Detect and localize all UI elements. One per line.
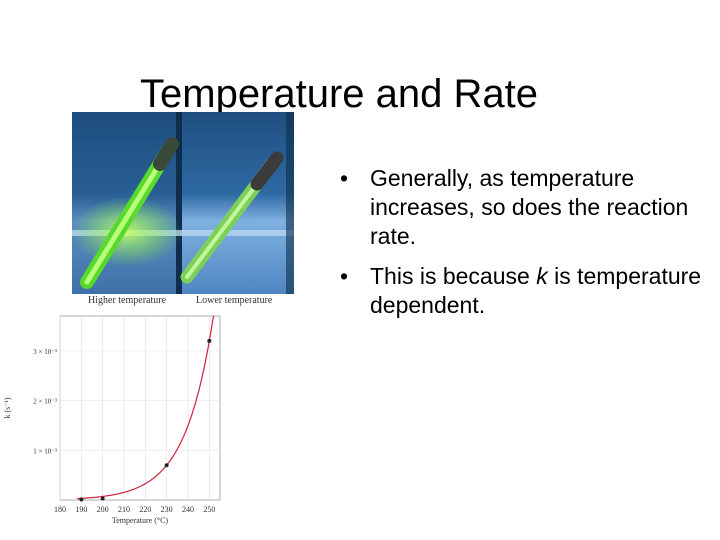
x-axis-label: Temperature (°C) [112,516,169,525]
plot-area [59,315,221,501]
glow-sticks-photo [72,112,294,294]
bullet-list: • Generally, as temperature increases, s… [340,164,710,331]
data-point [79,497,84,502]
x-tick-label: 190 [75,505,87,514]
photo-captions: Higher temperature Lower temperature [72,295,294,309]
x-tick-label: 230 [161,505,173,514]
rate-constant-chart: 180 190 200 210 220 230 240 250 1 × 10⁻³ 2 × 10⁻³… [3,315,221,525]
y-tick-label: 2 × 10⁻³ [33,398,57,406]
x-tick-label: 200 [97,505,109,514]
x-tick-label: 180 [54,505,66,514]
rate-curve [77,315,215,500]
x-tick-label: 210 [118,505,130,514]
bullet-text: Generally, as temperature increases, so … [370,165,689,249]
bullet-marker: • [340,263,349,289]
bullet-item: • Generally, as temperature increases, s… [340,164,710,251]
x-tick-label: 250 [203,505,215,514]
x-tick-label: 220 [139,505,151,514]
caption-higher-temperature: Higher temperature [88,295,167,306]
y-axis-label: k (s⁻¹) [3,397,12,418]
y-tick-label: 3 × 10⁻³ [33,348,57,356]
bullet-text: This is because k is temperature depende… [370,263,702,318]
data-point [100,496,105,501]
x-tick-label: 240 [182,505,194,514]
bullet-marker: • [340,165,349,191]
caption-lower-temperature: Lower temperature [196,295,273,306]
bullet-item: • This is because k is temperature depen… [340,262,710,320]
data-point [164,463,169,468]
slide-title: Temperature and Rate [140,72,539,116]
y-tick-label: 1 × 10⁻³ [33,447,57,455]
data-point [207,338,212,343]
